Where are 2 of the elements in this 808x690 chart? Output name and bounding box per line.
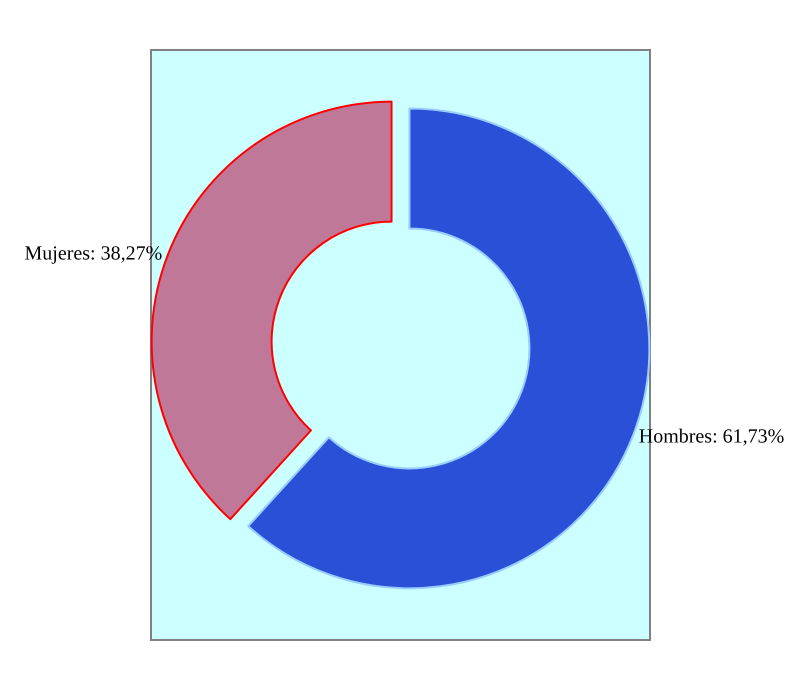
slice-label: Hombres: 61,73% <box>638 425 784 448</box>
slice-label: Mujeres: 38,27% <box>24 242 162 265</box>
